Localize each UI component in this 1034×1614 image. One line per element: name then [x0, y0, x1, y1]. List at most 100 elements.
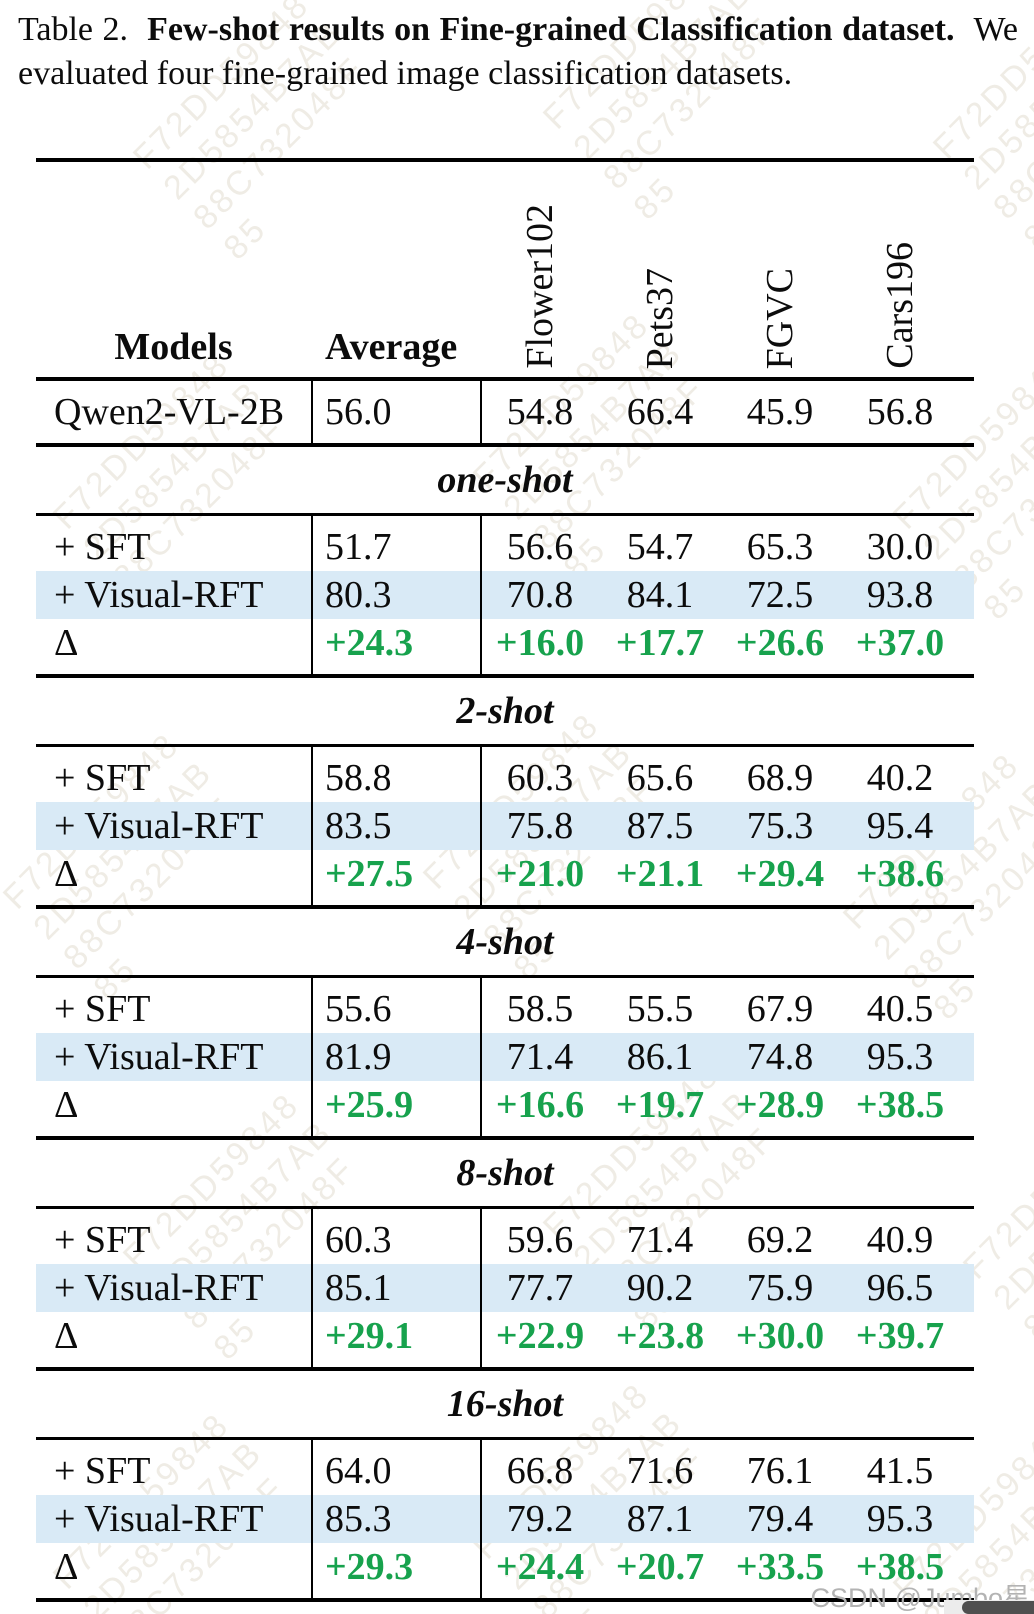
average-value-cell: 58.8: [325, 757, 392, 799]
section-title: 4-shot: [456, 921, 554, 963]
dataset-value-cell: 67.9: [746, 988, 814, 1030]
dataset-value-cell: 56.8: [866, 391, 934, 433]
dataset-value-cell: 95.3: [866, 1498, 934, 1540]
column-header-models: Models: [114, 326, 233, 368]
dataset-value-cell: 60.3: [506, 757, 574, 799]
dataset-value-cell: +20.7: [615, 1546, 705, 1588]
horizontal-rule: [36, 1598, 974, 1602]
dataset-value-cell: 76.1: [746, 1450, 814, 1492]
dataset-value-cell: +16.6: [495, 1084, 585, 1126]
rotated-header-label: Flower102: [519, 204, 561, 369]
section-title-band: 2-shot: [36, 678, 974, 744]
dataset-value-cell: 75.9: [746, 1267, 814, 1309]
rotated-header-label: Pets37: [639, 267, 681, 369]
horizontal-rule-header: [36, 377, 974, 381]
horizontal-rule: [36, 744, 974, 747]
horizontal-rule: [36, 1206, 974, 1209]
average-value-cell: +25.9: [325, 1084, 414, 1126]
section-rows: + SFT 60.3 59.6 71.4 69.2 40.9 + Visual-RFT 85.…: [36, 1209, 974, 1367]
table-sections: one-shot + SFT 51.7 56.6 54.7 65.3 30.0 + Visu…: [36, 447, 974, 1602]
table-caption: Table 2. Few-shot results on Fine-graine…: [18, 8, 1018, 96]
dataset-value-cell: 65.6: [626, 757, 694, 799]
column-header-dataset: Flower102: [480, 162, 600, 377]
dataset-value-cell: +17.7: [615, 622, 705, 664]
table-row: Δ +29.3 +24.4 +20.7 +33.5 +38.5: [36, 1543, 974, 1591]
table-row: + Visual-RFT 81.9 71.4 86.1 74.8 95.3: [36, 1033, 974, 1081]
row-label-cell: Δ: [54, 853, 79, 895]
dataset-value-cell: +21.0: [495, 853, 585, 895]
rotated-header-label: Cars196: [879, 242, 921, 369]
row-label-cell: + Visual-RFT: [54, 574, 264, 616]
row-label-cell: Δ: [54, 1084, 79, 1126]
section-2-shot: 2-shot + SFT 58.8 60.3 65.6 68.9 40.2 + Visual…: [36, 678, 974, 909]
horizontal-rule: [36, 975, 974, 978]
model-name-cell: Qwen2-VL-2B: [54, 391, 285, 433]
table-row: Δ +25.9 +16.6 +19.7 +28.9 +38.5: [36, 1081, 974, 1129]
average-value-cell: 80.3: [325, 574, 392, 616]
dataset-value-cell: +38.6: [855, 853, 945, 895]
dataset-value-cell: 71.6: [626, 1450, 694, 1492]
column-header-dataset: FGVC: [720, 162, 840, 377]
dataset-value-cell: 74.8: [746, 1036, 814, 1078]
section-title-band: 16-shot: [36, 1371, 974, 1437]
column-header-average: Average: [325, 326, 458, 368]
dataset-value-cell: 66.8: [506, 1450, 574, 1492]
section-title-band: one-shot: [36, 447, 974, 513]
dataset-value-cell: 87.1: [626, 1498, 694, 1540]
column-header-dataset: Pets37: [600, 162, 720, 377]
dataset-value-cell: +23.8: [615, 1315, 705, 1357]
average-value-cell: +27.5: [325, 853, 414, 895]
scrollbar-thumb[interactable]: [962, 1601, 1034, 1614]
average-value-cell: +29.1: [325, 1315, 414, 1357]
dataset-value-cell: 75.3: [746, 805, 814, 847]
horizontal-rule: [36, 443, 974, 447]
row-label-cell: + SFT: [54, 526, 151, 568]
dataset-value-cell: +19.7: [615, 1084, 705, 1126]
vertical-rule: [311, 978, 313, 1136]
dataset-value-cell: 71.4: [626, 1219, 694, 1261]
average-value-cell: 55.6: [325, 988, 392, 1030]
table-row: Δ +24.3 +16.0 +17.7 +26.6 +37.0: [36, 619, 974, 667]
dataset-value-cell: +39.7: [855, 1315, 945, 1357]
section-16-shot: 16-shot + SFT 64.0 66.8 71.6 76.1 41.5 + Visua…: [36, 1371, 974, 1602]
horizontal-rule: [36, 1136, 974, 1140]
baseline-model-block: Qwen2-VL-2B 56.0 54.8 66.4 45.9 56.8: [36, 381, 974, 443]
table-row: + Visual-RFT 85.3 79.2 87.1 79.4 95.3: [36, 1495, 974, 1543]
caption-bold-title: Few-shot results on Fine-grained Classif…: [147, 11, 955, 48]
row-label-cell: + SFT: [54, 988, 151, 1030]
table-row: + SFT 58.8 60.3 65.6 68.9 40.2: [36, 754, 974, 802]
dataset-value-cell: 93.8: [866, 574, 934, 616]
dataset-value-cell: 95.3: [866, 1036, 934, 1078]
dataset-value-cell: 55.5: [626, 988, 694, 1030]
row-label-cell: + Visual-RFT: [54, 1498, 264, 1540]
vertical-rule: [311, 516, 313, 674]
dataset-value-cell: 65.3: [746, 526, 814, 568]
dataset-value-cell: 40.9: [866, 1219, 934, 1261]
dataset-value-cell: 75.8: [506, 805, 574, 847]
row-label-cell: Δ: [54, 1315, 79, 1357]
dataset-value-cell: 95.4: [866, 805, 934, 847]
average-value-cell: +29.3: [325, 1546, 414, 1588]
row-label-cell: + Visual-RFT: [54, 1036, 264, 1078]
dataset-value-cell: 40.2: [866, 757, 934, 799]
vertical-rule: [480, 1209, 482, 1367]
row-label-cell: + SFT: [54, 757, 151, 799]
section-title: 8-shot: [456, 1152, 554, 1194]
table-row: Δ +29.1 +22.9 +23.8 +30.0 +39.7: [36, 1312, 974, 1360]
average-value-cell: 81.9: [325, 1036, 392, 1078]
horizontal-rule: [36, 1437, 974, 1440]
table-row: + SFT 64.0 66.8 71.6 76.1 41.5: [36, 1447, 974, 1495]
section-title: 16-shot: [446, 1383, 564, 1425]
caption-prefix: Table 2.: [18, 11, 129, 48]
average-value-cell: +24.3: [325, 622, 414, 664]
dataset-value-cell: 40.5: [866, 988, 934, 1030]
dataset-value-cell: +22.9: [495, 1315, 585, 1357]
section-title: one-shot: [437, 459, 573, 501]
section-rows: + SFT 58.8 60.3 65.6 68.9 40.2 + Visual-RFT 83.…: [36, 747, 974, 905]
section-8-shot: 8-shot + SFT 60.3 59.6 71.4 69.2 40.9 + Visual…: [36, 1140, 974, 1371]
average-value-cell: 85.1: [325, 1267, 392, 1309]
dataset-value-cell: 68.9: [746, 757, 814, 799]
dataset-value-cell: +29.4: [735, 853, 825, 895]
section-title: 2-shot: [456, 690, 554, 732]
